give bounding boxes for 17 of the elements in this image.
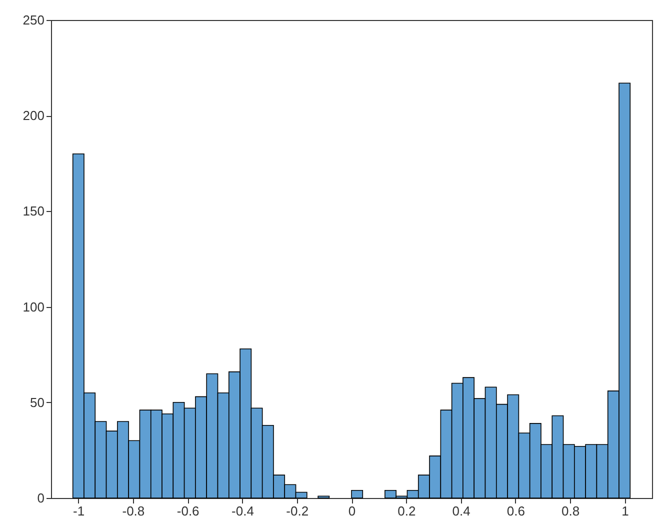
y-tick-label: 0 <box>37 490 44 506</box>
x-tick-label: 1 <box>622 504 629 518</box>
x-tick-label: -0.4 <box>232 504 254 518</box>
y-tick-label: 150 <box>22 204 44 219</box>
x-tick-label: -0.6 <box>176 504 200 518</box>
x-tick-label: 0 <box>348 504 356 518</box>
x-tick-label: -0.8 <box>122 504 145 518</box>
y-tick-label: 200 <box>22 108 44 124</box>
y-tick-label: 50 <box>30 394 44 410</box>
x-tick-label: 0.4 <box>452 504 470 518</box>
x-tick-label: 0.6 <box>506 504 525 518</box>
x-tick-label: -0.2 <box>286 504 309 518</box>
y-tick-label: 100 <box>22 299 44 314</box>
x-tick-label: -1 <box>73 504 85 518</box>
x-tick-label: 0.2 <box>398 504 416 518</box>
x-tick-label: 0.8 <box>562 504 580 518</box>
y-tick-label: 250 <box>22 12 44 28</box>
